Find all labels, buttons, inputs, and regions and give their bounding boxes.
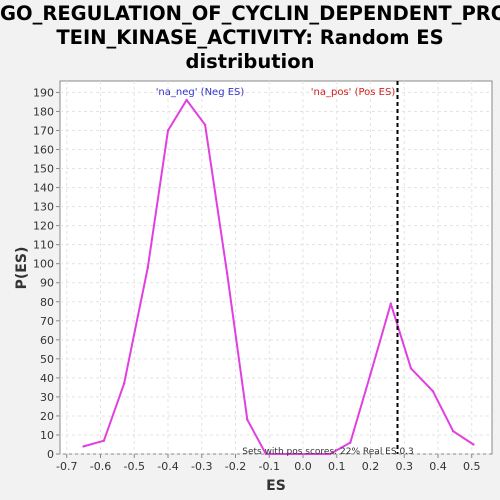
y-tick-label: 130 — [33, 201, 54, 214]
x-axis-label: ES — [266, 478, 286, 494]
data-point — [122, 382, 126, 385]
title-line-2: TEIN_KINASE_ACTIVITY: Random ES — [56, 26, 444, 49]
data-point — [369, 372, 372, 376]
data-point — [203, 123, 207, 127]
x-tick-label: 0.5 — [463, 460, 481, 473]
data-point — [185, 98, 188, 102]
y-tick-label: 180 — [33, 105, 54, 118]
y-tick-label: 50 — [40, 353, 54, 366]
data-point — [102, 439, 106, 442]
x-tick-label: 0.2 — [362, 460, 380, 473]
x-tick-label: -0.5 — [124, 460, 145, 473]
x-tick-label: 0.1 — [328, 460, 346, 473]
y-tick-label: 80 — [40, 296, 54, 309]
neg-es-label: 'na_neg' (Neg ES) — [156, 87, 245, 98]
data-point — [246, 418, 249, 421]
y-tick-label: 140 — [33, 182, 54, 195]
x-tick-label: -0.1 — [259, 460, 280, 473]
series-layer — [82, 98, 475, 456]
y-tick-label: 100 — [33, 258, 54, 271]
data-point — [328, 452, 332, 456]
x-tick-label: -0.4 — [157, 460, 178, 473]
x-tick-label: 0.3 — [396, 460, 414, 473]
y-tick-label: 160 — [33, 144, 54, 157]
es-distribution-line — [83, 99, 474, 455]
title-line-1: GO_REGULATION_OF_CYCLIN_DEPENDENT_PRO — [0, 2, 500, 25]
footer-note: Sets with pos scores: 22% Real ES 0.3 — [242, 447, 414, 457]
data-point — [431, 390, 435, 393]
y-tick-label: 20 — [40, 410, 54, 423]
data-point — [452, 430, 455, 433]
x-tick-label: -0.6 — [90, 460, 111, 473]
title-line-3: distribution — [185, 50, 315, 73]
x-tick-label: -0.7 — [56, 460, 77, 473]
y-tick-label: 70 — [40, 315, 54, 328]
x-tick-label: -0.3 — [191, 460, 212, 473]
data-point — [286, 452, 289, 456]
y-tick-label: 110 — [33, 239, 54, 252]
x-tick-label: -0.2 — [225, 460, 246, 473]
grid-lines — [60, 81, 492, 455]
data-point — [166, 129, 170, 132]
y-tick-label: 170 — [33, 124, 54, 137]
data-point — [472, 443, 475, 446]
data-point — [409, 367, 413, 370]
data-point — [146, 266, 149, 269]
data-point — [349, 441, 352, 444]
y-tick-label: 30 — [40, 391, 54, 404]
data-point — [264, 452, 268, 456]
y-axis-ticks: 0 10 20 30 40 50 60 70 80 90 100 110 120 130 140 150 160… — [33, 86, 60, 461]
y-tick-label: 120 — [33, 220, 54, 233]
y-tick-label: 90 — [40, 277, 54, 290]
data-point — [225, 272, 229, 275]
y-tick-label: 190 — [33, 86, 54, 99]
plot-area — [59, 80, 493, 455]
chart-title: GO_REGULATION_OF_CYCLIN_DEPENDENT_PRO TE… — [0, 2, 500, 74]
y-tick-label: 60 — [40, 334, 54, 347]
x-tick-label: 0.0 — [294, 460, 312, 473]
y-tick-label: 40 — [40, 372, 54, 385]
data-point — [82, 445, 85, 448]
x-axis-ticks: -0.7 -0.6 -0.5 -0.4 -0.3 -0.2 -0.1 0.0 0.1 0.2 0.3… — [56, 454, 481, 473]
y-tick-label: 0 — [47, 448, 54, 461]
data-point — [389, 302, 392, 305]
x-tick-label: 0.4 — [429, 460, 447, 473]
data-point — [305, 452, 308, 456]
y-tick-label: 10 — [40, 429, 54, 442]
pos-es-label: 'na_pos' (Pos ES) — [311, 87, 396, 98]
y-tick-label: 150 — [33, 163, 54, 176]
y-axis-label: P(ES) — [14, 247, 30, 290]
